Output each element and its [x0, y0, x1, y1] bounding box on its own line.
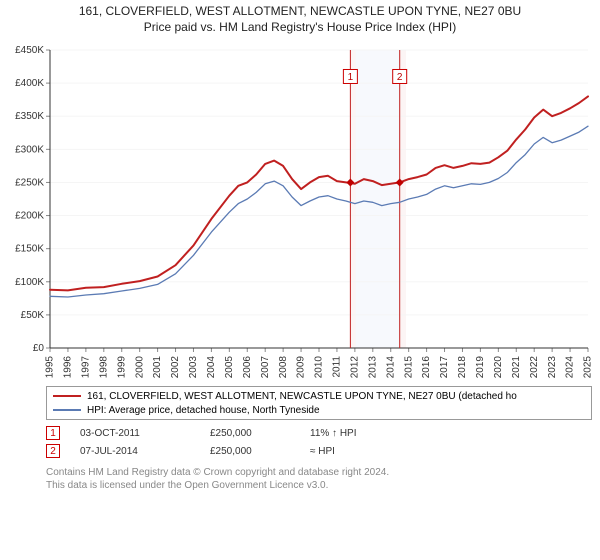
svg-text:£0: £0: [33, 343, 45, 354]
svg-text:2014: 2014: [385, 356, 396, 379]
svg-text:2013: 2013: [367, 356, 378, 379]
svg-text:2005: 2005: [224, 356, 235, 379]
transactions-table: 1 03-OCT-2011 £250,000 11% ↑ HPI 2 07-JUL-201…: [46, 424, 592, 460]
svg-text:£200K: £200K: [15, 211, 44, 222]
svg-text:2018: 2018: [457, 356, 468, 379]
footnote: Contains HM Land Registry data © Crown c…: [46, 466, 592, 492]
footnote-line: Contains HM Land Registry data © Crown c…: [46, 466, 592, 479]
svg-text:2025: 2025: [583, 356, 592, 379]
svg-text:2009: 2009: [296, 356, 307, 379]
svg-text:1998: 1998: [98, 356, 109, 379]
legend-item: 161, CLOVERFIELD, WEST ALLOTMENT, NEWCAS…: [53, 389, 585, 403]
svg-text:1: 1: [348, 72, 354, 83]
svg-text:2012: 2012: [350, 356, 361, 379]
svg-text:1995: 1995: [45, 356, 56, 379]
svg-text:£150K: £150K: [15, 244, 44, 255]
svg-text:£350K: £350K: [15, 111, 44, 122]
svg-text:2021: 2021: [511, 356, 522, 379]
svg-text:2004: 2004: [206, 356, 217, 379]
transaction-date: 07-JUL-2014: [80, 446, 190, 457]
svg-text:2000: 2000: [134, 356, 145, 379]
svg-text:2002: 2002: [170, 356, 181, 379]
legend-label: HPI: Average price, detached house, Nort…: [87, 405, 320, 416]
svg-text:1997: 1997: [81, 356, 92, 379]
svg-text:2010: 2010: [314, 356, 325, 379]
page-subtitle: Price paid vs. HM Land Registry's House …: [0, 20, 600, 34]
svg-text:£50K: £50K: [21, 310, 45, 321]
price-chart: £0 £50K £100K £150K £200K £250K £300K £350K £400…: [4, 40, 592, 380]
transaction-index: 2: [46, 444, 60, 458]
svg-text:2016: 2016: [421, 356, 432, 379]
transaction-row: 2 07-JUL-2014 £250,000 ≈ HPI: [46, 442, 592, 460]
svg-text:2023: 2023: [547, 356, 558, 379]
footnote-line: This data is licensed under the Open Gov…: [46, 479, 592, 492]
legend-item: HPI: Average price, detached house, Nort…: [53, 403, 585, 417]
svg-text:2024: 2024: [565, 356, 576, 379]
svg-text:1996: 1996: [63, 356, 74, 379]
transaction-price: £250,000: [210, 446, 290, 457]
transaction-row: 1 03-OCT-2011 £250,000 11% ↑ HPI: [46, 424, 592, 442]
svg-text:£250K: £250K: [15, 177, 44, 188]
svg-text:2001: 2001: [152, 356, 163, 379]
legend-swatch: [53, 395, 81, 397]
svg-text:£300K: £300K: [15, 144, 44, 155]
page-title: 161, CLOVERFIELD, WEST ALLOTMENT, NEWCAS…: [0, 4, 600, 18]
legend-label: 161, CLOVERFIELD, WEST ALLOTMENT, NEWCAS…: [87, 391, 517, 402]
svg-text:2006: 2006: [242, 356, 253, 379]
legend-swatch: [53, 409, 81, 410]
svg-text:2003: 2003: [188, 356, 199, 379]
svg-text:2019: 2019: [475, 356, 486, 379]
svg-text:£400K: £400K: [15, 78, 44, 89]
svg-text:£100K: £100K: [15, 277, 44, 288]
transaction-delta: ≈ HPI: [310, 446, 390, 457]
svg-text:£450K: £450K: [15, 45, 44, 56]
svg-text:2007: 2007: [260, 356, 271, 379]
transaction-index: 1: [46, 426, 60, 440]
svg-text:2017: 2017: [439, 356, 450, 379]
svg-text:2008: 2008: [278, 356, 289, 379]
transaction-date: 03-OCT-2011: [80, 428, 190, 439]
legend: 161, CLOVERFIELD, WEST ALLOTMENT, NEWCAS…: [46, 386, 592, 420]
svg-text:1999: 1999: [116, 356, 127, 379]
svg-text:2015: 2015: [403, 356, 414, 379]
svg-text:2011: 2011: [332, 356, 343, 378]
svg-text:2022: 2022: [529, 356, 540, 379]
svg-text:2: 2: [397, 72, 403, 83]
svg-text:2020: 2020: [493, 356, 504, 379]
transaction-delta: 11% ↑ HPI: [310, 428, 390, 439]
transaction-price: £250,000: [210, 428, 290, 439]
